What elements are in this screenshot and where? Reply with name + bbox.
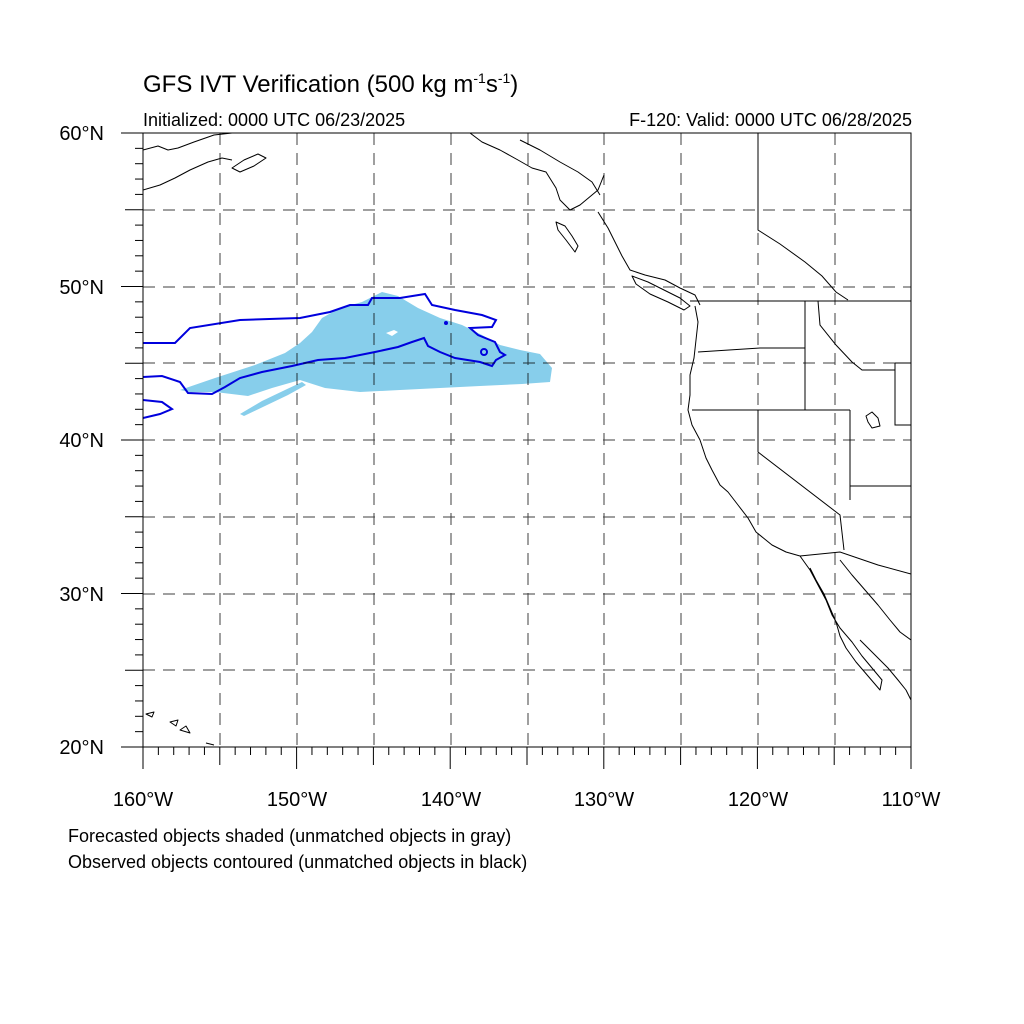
haida-gwaii (555, 221, 579, 253)
bc-coast (597, 211, 701, 306)
lon-label-150: 150°W (267, 789, 327, 811)
forecast-shade-tail (240, 382, 306, 416)
lon-label-140: 140°W (421, 789, 481, 811)
ca-nv-border (757, 410, 845, 551)
lon-label-130: 130°W (574, 789, 634, 811)
great-salt-lake (865, 411, 881, 429)
alaska-panhandle (469, 133, 605, 211)
lon-label-160: 160°W (113, 789, 173, 811)
axis-labels: 60°N 50°N 40°N 30°N 20°N 160°W 150°W 140… (59, 123, 940, 811)
observed-contour-dot (444, 321, 448, 325)
lat-label-20: 20°N (59, 737, 104, 759)
forecast-gap (386, 330, 398, 336)
us-mexico-border (799, 551, 911, 575)
observed-contour-blob (480, 348, 488, 356)
vancouver-island (631, 275, 691, 311)
valid-time: F-120: Valid: 0000 UTC 06/28/2025 (629, 110, 912, 130)
coastlines (143, 133, 911, 746)
axis-ticks (121, 132, 912, 769)
baja-california (799, 555, 883, 691)
lon-label-110: 110°W (882, 789, 941, 811)
lat-label-30: 30°N (59, 584, 104, 606)
canada-interior-border (757, 133, 849, 301)
alaska-gulf-coast (143, 133, 233, 191)
observed-contour-small (143, 399, 175, 419)
mainland-mexico-coast (839, 559, 911, 701)
observed-caption: Observed objects contoured (unmatched ob… (68, 852, 528, 872)
observed-object-contour (143, 292, 507, 419)
lat-label-60: 60°N (59, 123, 104, 145)
lon-label-120: 120°W (728, 789, 788, 811)
observed-contour-main (143, 292, 507, 396)
lat-label-50: 50°N (59, 277, 104, 299)
political-borders (690, 133, 911, 575)
gridlines (143, 133, 911, 747)
id-mt-border (817, 300, 895, 371)
wy-border (894, 362, 911, 426)
lat-label-40: 40°N (59, 430, 104, 452)
forecast-caption: Forecasted objects shaded (unmatched obj… (68, 826, 512, 846)
kodiak-island (231, 153, 267, 173)
hawaii-islands (145, 711, 215, 746)
initialized-time: Initialized: 0000 UTC 06/23/2025 (143, 110, 406, 130)
plot-title: GFS IVT Verification (500 kg m-1s-1) (143, 70, 519, 98)
us-west-coast (687, 305, 801, 557)
wa-or-border (697, 347, 805, 353)
